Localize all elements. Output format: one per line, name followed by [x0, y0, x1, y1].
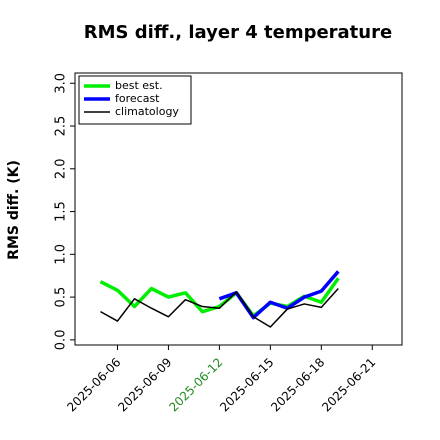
x-tick-label: 2025-06-12 [166, 355, 225, 414]
x-tick-label: 2025-06-06 [64, 355, 123, 414]
y-tick-label: 2.5 [54, 116, 69, 137]
y-tick-label: 0.5 [54, 287, 69, 308]
y-axis-label: RMS diff. (K) [6, 160, 22, 260]
chart-title: RMS diff., layer 4 temperature [84, 22, 392, 43]
x-tick-label: 2025-06-18 [268, 355, 327, 414]
y-tick-label: 1.0 [54, 244, 69, 265]
x-tick-label: 2025-06-15 [217, 355, 276, 414]
y-tick-label: 0.0 [54, 330, 69, 351]
x-tick-label: 2025-06-21 [319, 355, 378, 414]
x-tick-label: 2025-06-09 [115, 355, 174, 414]
y-tick-label: 2.0 [54, 158, 69, 179]
y-tick-label: 3.0 [54, 73, 69, 94]
series-line [100, 288, 339, 328]
plot-frame [74, 72, 403, 346]
legend-label: climatology [115, 105, 179, 118]
legend-label: best est. [115, 79, 163, 92]
legend-label: forecast [115, 92, 160, 105]
y-tick-label: 1.5 [54, 201, 69, 222]
